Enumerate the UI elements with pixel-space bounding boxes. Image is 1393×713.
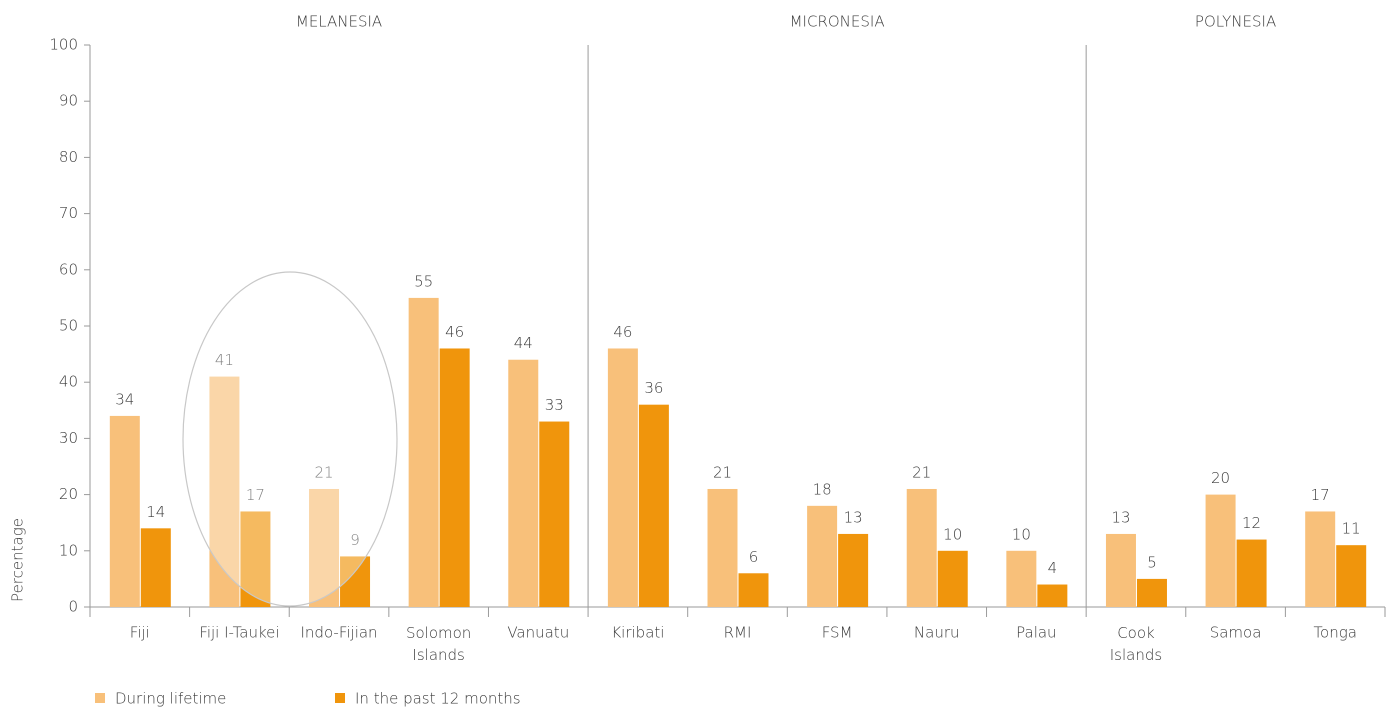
bar	[707, 488, 738, 607]
data-label: 17	[246, 486, 265, 504]
bar	[508, 359, 539, 607]
bar	[807, 505, 838, 607]
bar	[109, 415, 140, 607]
data-label: 9	[350, 531, 360, 549]
bar	[1136, 578, 1167, 607]
y-tick-label: 40	[59, 373, 78, 391]
bar	[209, 376, 240, 607]
bar	[1105, 533, 1136, 607]
y-tick-label: 10	[59, 541, 78, 559]
bar	[738, 573, 769, 607]
data-label: 14	[146, 503, 165, 521]
bar	[838, 533, 869, 607]
y-axis-title: Percentage	[9, 518, 27, 602]
bar	[638, 404, 669, 607]
data-label: 41	[215, 351, 234, 369]
group-label: MELANESIA	[296, 13, 382, 31]
legend-label: In the past 12 months	[355, 690, 521, 708]
x-tick-label: Kiribati	[611, 624, 664, 642]
x-tick-label: Fiji	[130, 624, 150, 642]
bar	[1006, 550, 1037, 607]
data-label: 5	[1147, 553, 1157, 571]
bar	[906, 488, 937, 607]
data-label: 21	[713, 463, 732, 481]
bar	[439, 348, 470, 607]
x-tick-label: Nauru	[914, 624, 960, 642]
data-label: 6	[749, 548, 759, 566]
legend-swatch	[95, 693, 105, 703]
y-tick-label: 0	[68, 598, 78, 616]
bar	[607, 348, 638, 607]
y-tick-label: 60	[59, 260, 78, 278]
bar	[1336, 545, 1367, 607]
data-label: 55	[414, 272, 433, 290]
y-tick-label: 90	[59, 92, 78, 110]
data-label: 4	[1048, 559, 1058, 577]
data-label: 12	[1242, 514, 1261, 532]
x-tick-label: Samoa	[1210, 624, 1262, 642]
data-label: 46	[613, 323, 632, 341]
legend-swatch	[335, 693, 345, 703]
bar	[1205, 494, 1236, 607]
x-tick-label: FSM	[822, 624, 853, 642]
data-label: 36	[644, 379, 663, 397]
x-tick-label: Tonga	[1313, 624, 1357, 642]
y-tick-label: 100	[49, 36, 78, 54]
bar	[140, 528, 171, 607]
x-tick-label: Vanuatu	[507, 624, 569, 642]
data-label: 33	[545, 396, 564, 414]
group-label: POLYNESIA	[1195, 13, 1276, 31]
bar	[309, 488, 340, 607]
data-label: 11	[1342, 520, 1361, 538]
bar	[937, 550, 968, 607]
group-label: MICRONESIA	[790, 13, 885, 31]
bar	[1305, 511, 1336, 607]
bar	[1037, 584, 1068, 607]
data-label: 13	[1111, 508, 1130, 526]
x-tick-label: RMI	[724, 624, 752, 642]
bar	[1236, 539, 1267, 607]
x-tick-label: Solomon Islands	[406, 624, 471, 664]
data-label: 17	[1311, 486, 1330, 504]
x-tick-label: Cook Islands	[1110, 624, 1162, 664]
x-tick-label: Fiji I-Taukei	[199, 624, 279, 642]
bar	[408, 297, 439, 607]
data-label: 21	[314, 463, 333, 481]
data-label: 21	[912, 463, 931, 481]
data-label: 18	[813, 480, 832, 498]
data-label: 34	[115, 390, 134, 408]
y-tick-label: 80	[59, 148, 78, 166]
x-tick-label: Indo-Fijian	[301, 624, 378, 642]
data-label: 44	[514, 334, 533, 352]
bar	[539, 421, 570, 607]
y-tick-label: 70	[59, 204, 78, 222]
data-label: 10	[1012, 525, 1031, 543]
data-label: 10	[943, 525, 962, 543]
data-label: 20	[1211, 469, 1230, 487]
y-tick-label: 50	[59, 317, 78, 335]
data-label: 46	[445, 323, 464, 341]
legend-label: During lifetime	[115, 690, 226, 708]
data-label: 13	[844, 508, 863, 526]
y-tick-label: 30	[59, 429, 78, 447]
x-tick-label: Palau	[1016, 624, 1056, 642]
highlight-ellipse	[182, 271, 398, 607]
y-tick-label: 20	[59, 485, 78, 503]
